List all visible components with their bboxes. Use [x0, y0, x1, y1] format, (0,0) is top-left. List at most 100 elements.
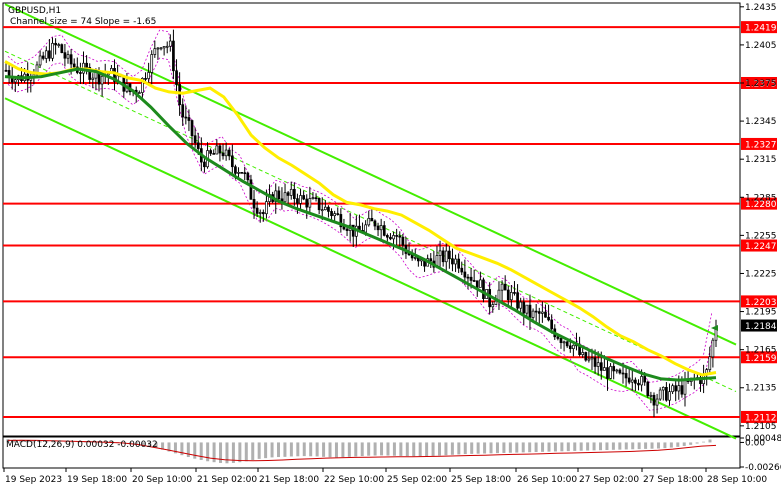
candle-body-91: [286, 192, 290, 196]
candle-body-45: [144, 78, 147, 80]
candle-body-158: [494, 300, 498, 305]
time-tick-label-7: 25 Sep 18:00: [451, 475, 511, 485]
candle-body-18: [60, 44, 64, 54]
candle-body-0: [4, 69, 8, 72]
current-price-tag: [741, 319, 777, 332]
candle-body-71: [224, 149, 228, 157]
candle-body-201: [627, 377, 631, 383]
time-tick-label-8: 26 Sep 10:00: [517, 475, 577, 485]
candle-body-21: [69, 54, 73, 65]
candle-body-19: [63, 52, 67, 59]
candle-body-154: [482, 279, 485, 299]
candle-body-96: [302, 195, 305, 200]
candle-body-47: [150, 54, 154, 73]
candle-body-108: [339, 214, 343, 228]
time-tick-label-2: 20 Sep 10:00: [132, 475, 192, 485]
candle-body-147: [460, 267, 464, 273]
candle-body-81: [255, 207, 259, 214]
candle-body-53: [168, 40, 172, 47]
ma-slow-line: [4, 67, 717, 382]
level-tag-2: [741, 137, 777, 150]
candle-body-97: [305, 198, 309, 208]
candle-body-178: [556, 336, 560, 339]
candle-body-50: [159, 47, 163, 50]
candle-body-77: [243, 172, 247, 175]
candle-body-174: [544, 311, 547, 318]
price-tick-label-4: 1.2315: [745, 155, 777, 165]
candle-body-146: [457, 258, 461, 269]
candle-body-228: [711, 339, 715, 358]
candle-body-119: [373, 220, 377, 227]
candle-body-195: [609, 366, 612, 379]
candle-body-79: [249, 179, 253, 200]
candle-body-173: [541, 311, 544, 314]
candle-body-171: [534, 310, 538, 313]
regression-channel: [4, 3, 737, 440]
candle-body-189: [590, 357, 594, 360]
level-tag-text-4: 1.2247: [745, 242, 777, 252]
candle-body-216: [674, 385, 678, 392]
candle-body-87: [274, 190, 278, 202]
candle-body-227: [708, 356, 712, 371]
candle-body-99: [311, 197, 315, 199]
candle-body-120: [376, 225, 380, 231]
candle-body-126: [395, 235, 399, 237]
candle-body-170: [531, 310, 535, 318]
candle-body-179: [559, 338, 563, 343]
level-tag-5: [741, 295, 777, 308]
level-tag-3: [741, 197, 777, 210]
level-tag-text-1: 1.2375: [745, 79, 777, 89]
candle-body-16: [54, 42, 57, 46]
macd-label: MACD(12,26,9) 0.00032 -0.00032: [6, 440, 158, 450]
candle-body-93: [292, 188, 296, 199]
moving-averages: [4, 60, 718, 382]
candle-body-209: [652, 394, 656, 406]
candle-body-95: [299, 195, 302, 204]
candle-body-215: [671, 385, 674, 393]
time-tick-label-9: 27 Sep 02:00: [579, 475, 639, 485]
price-tick-label-9: 1.2165: [745, 346, 777, 356]
time-tick-label-0: 19 Sep 2023: [5, 475, 62, 485]
candle-body-132: [413, 257, 417, 259]
candle-body-202: [630, 379, 634, 383]
candle-body-98: [308, 198, 312, 208]
candle-body-69: [218, 145, 222, 154]
candle-body-214: [668, 391, 671, 401]
candle-body-109: [342, 226, 346, 230]
candle-body-12: [41, 55, 45, 59]
level-tag-text-0: 1.2419: [745, 24, 777, 34]
time-tick-label-1: 19 Sep 18:00: [67, 475, 127, 485]
candle-body-208: [649, 394, 653, 397]
price-tick-label-7: 1.2225: [745, 269, 777, 279]
candle-body-17: [57, 44, 61, 46]
candle-body-51: [162, 46, 166, 49]
candle-body-80: [252, 198, 256, 209]
candle-body-31: [100, 75, 104, 85]
candle-body-200: [624, 373, 628, 379]
candle-body-141: [441, 250, 445, 263]
candle-body-140: [438, 250, 442, 256]
candle-body-64: [203, 161, 206, 168]
candle-body-107: [336, 213, 340, 215]
candle-body-117: [367, 218, 371, 226]
candle-body-48: [153, 48, 157, 55]
candle-body-206: [643, 376, 647, 383]
price-tick-label-10: 1.2135: [745, 384, 777, 394]
candle-body-144: [451, 258, 454, 265]
candle-body-143: [448, 250, 451, 260]
candle-body-161: [503, 283, 507, 291]
candle-body-218: [680, 385, 684, 395]
candle-body-205: [640, 376, 643, 386]
candle-body-22: [72, 63, 76, 68]
level-tag-text-7: 1.2112: [745, 413, 777, 423]
time-tick-label-4: 21 Sep 18:00: [259, 475, 319, 485]
candle-body-84: [265, 201, 268, 215]
candle-body-122: [382, 225, 386, 236]
price-axis: 1.24351.24051.23751.23451.23151.22851.22…: [740, 3, 777, 432]
candle-body-145: [454, 258, 457, 265]
candle-body-203: [634, 379, 637, 384]
candle-body-150: [469, 276, 473, 281]
candle-body-82: [258, 212, 262, 214]
candle-body-187: [584, 352, 588, 361]
candle-body-211: [658, 389, 662, 400]
